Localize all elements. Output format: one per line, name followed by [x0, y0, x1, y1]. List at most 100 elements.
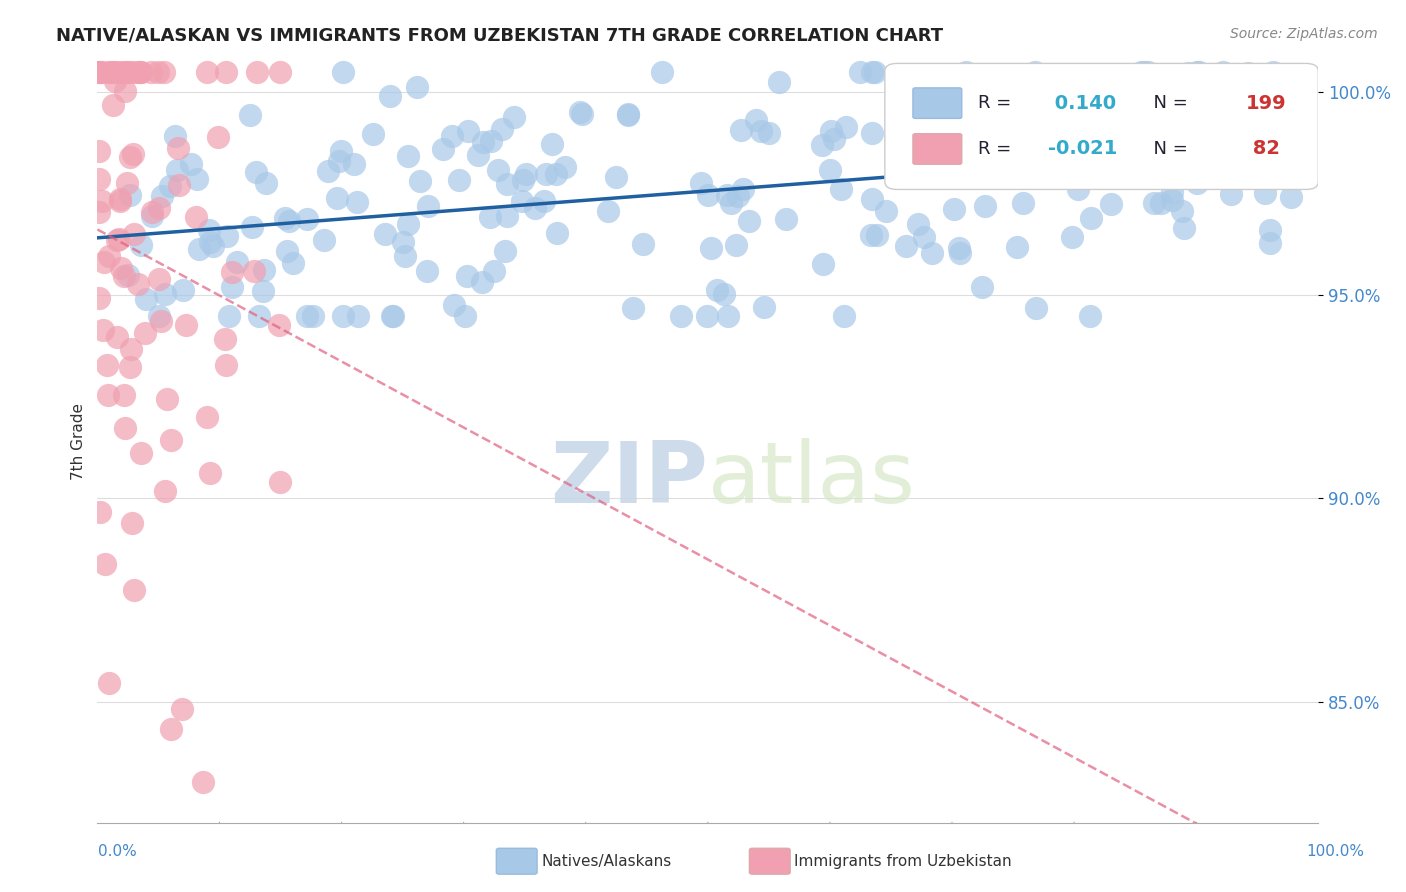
Point	[214, 332, 236, 346]
Point	[195, 64, 218, 78]
Point	[243, 264, 266, 278]
Point	[148, 201, 170, 215]
Point	[1025, 301, 1047, 315]
Point	[165, 129, 187, 144]
Point	[1260, 235, 1282, 250]
Point	[326, 191, 349, 205]
Point	[104, 64, 127, 78]
Text: 0.0%: 0.0%	[98, 845, 138, 859]
Point	[172, 702, 194, 716]
Point	[141, 209, 163, 223]
Point	[716, 188, 738, 202]
Point	[394, 250, 416, 264]
Point	[328, 153, 350, 168]
Point	[193, 775, 215, 789]
Point	[875, 204, 897, 219]
Point	[479, 134, 502, 148]
Text: N =: N =	[1143, 140, 1194, 158]
Point	[117, 268, 139, 283]
Point	[1254, 186, 1277, 201]
Point	[1130, 64, 1153, 78]
Point	[94, 557, 117, 571]
Point	[536, 167, 558, 181]
Point	[1212, 64, 1234, 78]
Point	[166, 163, 188, 178]
Point	[1236, 65, 1258, 79]
Point	[103, 64, 125, 78]
Point	[512, 172, 534, 186]
Text: ZIP: ZIP	[550, 438, 707, 521]
Text: 0.140: 0.140	[1049, 94, 1116, 112]
Point	[276, 244, 298, 258]
Point	[1097, 109, 1119, 123]
Point	[114, 269, 136, 284]
Point	[347, 309, 370, 323]
Point	[1063, 163, 1085, 178]
Point	[108, 192, 131, 206]
Point	[1076, 161, 1098, 175]
Point	[970, 280, 993, 294]
Point	[374, 227, 396, 241]
Point	[91, 194, 114, 209]
Point	[768, 75, 790, 89]
Point	[491, 122, 513, 136]
Point	[118, 150, 141, 164]
Point	[496, 178, 519, 192]
Point	[406, 79, 429, 94]
Point	[396, 218, 419, 232]
Point	[381, 309, 404, 323]
Point	[108, 64, 131, 78]
Point	[849, 64, 872, 78]
Point	[139, 64, 162, 78]
Point	[167, 141, 190, 155]
Point	[621, 301, 644, 315]
Text: NATIVE/ALASKAN VS IMMIGRANTS FROM UZBEKISTAN 7TH GRADE CORRELATION CHART: NATIVE/ALASKAN VS IMMIGRANTS FROM UZBEKI…	[56, 27, 943, 45]
Point	[1202, 138, 1225, 153]
Point	[859, 227, 882, 242]
Point	[1060, 230, 1083, 244]
Point	[409, 174, 432, 188]
Point	[346, 194, 368, 209]
Point	[479, 210, 502, 224]
Point	[596, 203, 619, 218]
Point	[221, 280, 243, 294]
Point	[949, 245, 972, 260]
Point	[1258, 223, 1281, 237]
Point	[167, 178, 190, 193]
Point	[471, 135, 494, 149]
Point	[571, 107, 593, 121]
Point	[329, 145, 352, 159]
Point	[482, 264, 505, 278]
Point	[717, 309, 740, 323]
Point	[253, 263, 276, 277]
Point	[238, 108, 260, 122]
Point	[449, 173, 471, 187]
Point	[443, 298, 465, 312]
Point	[832, 309, 855, 323]
Point	[105, 233, 128, 247]
Point	[955, 64, 977, 78]
Point	[118, 64, 141, 78]
Point	[524, 201, 547, 215]
Point	[651, 64, 673, 78]
Point	[87, 144, 110, 158]
Point	[749, 124, 772, 138]
Point	[254, 176, 277, 190]
Point	[312, 234, 335, 248]
Point	[87, 291, 110, 305]
Point	[160, 723, 183, 737]
Point	[159, 178, 181, 193]
Point	[1220, 187, 1243, 202]
Point	[121, 342, 143, 356]
Point	[131, 237, 153, 252]
Point	[1177, 66, 1199, 80]
Point	[706, 284, 728, 298]
Point	[1223, 89, 1246, 103]
Point	[533, 194, 555, 208]
Text: Natives/Alaskans: Natives/Alaskans	[541, 855, 672, 869]
Point	[87, 64, 110, 78]
Point	[201, 239, 224, 253]
FancyBboxPatch shape	[912, 88, 962, 119]
Point	[198, 466, 221, 480]
Point	[396, 149, 419, 163]
